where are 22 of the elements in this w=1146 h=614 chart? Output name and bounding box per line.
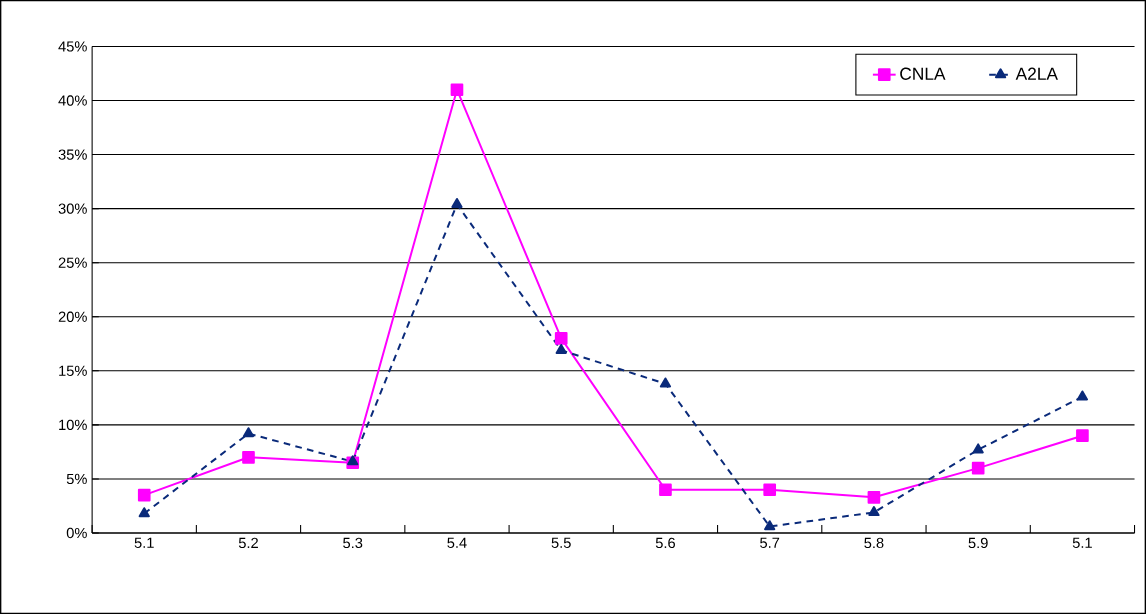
y-tick-label: 20% (58, 311, 87, 322)
y-tick-label: 5% (66, 473, 87, 485)
y-tick-label: 25% (58, 257, 87, 268)
x-tick-label: 5.5 (551, 537, 571, 548)
x-tick-label: 5.2 (238, 537, 258, 549)
x-tick-label: 5.1 (1072, 537, 1092, 548)
y-tick-label: 45% (58, 41, 87, 52)
y-tick-label: 35% (58, 149, 87, 160)
y-tick-label: 30% (58, 203, 87, 214)
legend-label: CNLA (900, 67, 946, 80)
legend-label: A2LA (1015, 67, 1058, 80)
y-tick-label: 0% (66, 527, 87, 539)
y-tick-label: 10% (59, 419, 87, 431)
y-tick-label: 40% (58, 95, 87, 106)
y-tick-label: 15% (59, 365, 87, 376)
x-tick-label: 5.7 (760, 537, 780, 548)
x-tick-label: 5.4 (447, 537, 467, 548)
x-tick-label: 5.8 (864, 537, 884, 549)
x-tick-label: 5.1 (134, 537, 154, 548)
x-tick-label: 5.6 (655, 537, 675, 549)
x-tick-label: 5.3 (343, 537, 363, 549)
x-tick-label: 5.9 (968, 537, 988, 549)
